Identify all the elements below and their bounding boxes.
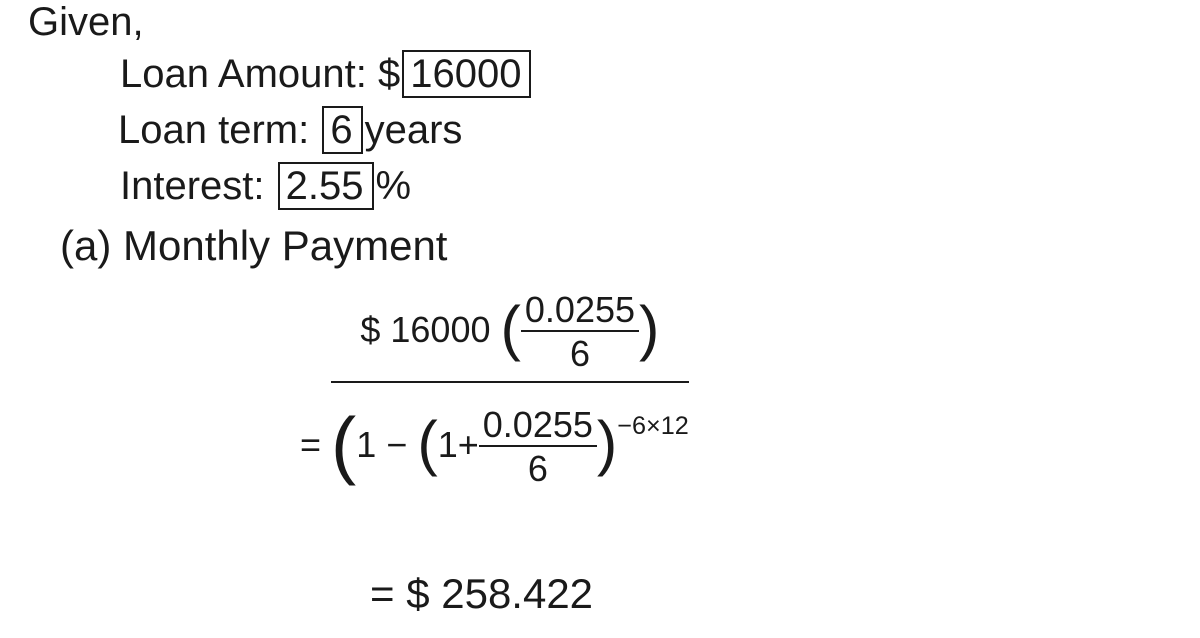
equals-sign-1: = [300, 424, 321, 465]
rate-den: 6 [521, 332, 639, 375]
numerator: $ 16000 ( 0.0255 6 ) [331, 286, 689, 383]
principal: $ 16000 [360, 309, 490, 350]
given-heading: Given, [28, 0, 144, 45]
one-b: 1 [438, 424, 458, 465]
rate-over-n-bot: 0.0255 6 [479, 405, 597, 490]
rate-num-2: 0.0255 [479, 405, 597, 447]
loan-amount-value-box: 16000 [402, 50, 531, 98]
rate-over-n-top: 0.0255 6 [521, 290, 639, 375]
open-paren-3: ( [417, 409, 437, 477]
rate-num: 0.0255 [521, 290, 639, 332]
one-a: 1 [356, 424, 376, 465]
interest-value-box: 2.55 [278, 162, 374, 210]
denominator: (1 − (1+ 0.0255 6 )−6×12 [331, 389, 689, 490]
interest-line: Interest: 2.55% [120, 162, 411, 210]
main-fraction: $ 16000 ( 0.0255 6 ) (1 − (1+ 0.0255 6 )… [331, 286, 689, 490]
plus-sign: + [458, 424, 479, 465]
close-paren-1: ) [639, 294, 659, 362]
loan-amount-label: Loan Amount: $ [120, 52, 400, 96]
rate-den-2: 6 [479, 447, 597, 490]
loan-term-value-box: 6 [322, 106, 362, 154]
formula-block: = $ 16000 ( 0.0255 6 ) (1 − (1+ 0.0255 6… [300, 286, 689, 490]
part-a-heading: (a) Monthly Payment [60, 222, 447, 270]
exponent: −6×12 [617, 412, 688, 440]
open-paren-2: ( [331, 403, 356, 487]
loan-term-label: Loan term: [118, 108, 309, 152]
open-paren-1: ( [501, 294, 521, 362]
result-line: = $ 258.422 [370, 570, 593, 618]
interest-unit: % [376, 164, 412, 208]
interest-label: Interest: [120, 164, 265, 208]
loan-amount-line: Loan Amount: $16000 [120, 50, 533, 98]
minus-sign: − [386, 424, 407, 465]
close-paren-3: ) [597, 409, 617, 477]
loan-term-unit: years [365, 108, 463, 152]
loan-term-line: Loan term: 6years [118, 106, 462, 154]
